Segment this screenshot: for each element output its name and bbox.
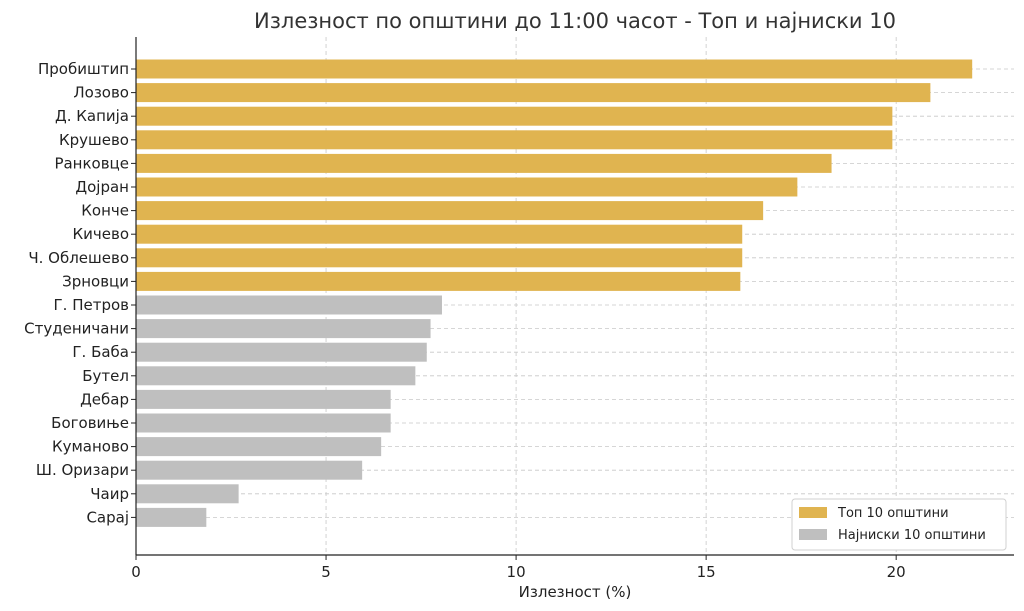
bar bbox=[136, 83, 931, 103]
bar bbox=[136, 271, 741, 291]
bar bbox=[136, 413, 391, 433]
bar bbox=[136, 177, 798, 197]
category-label: Ш. Оризари bbox=[36, 461, 129, 479]
category-label: Студеничани bbox=[24, 320, 129, 338]
category-label: Дојран bbox=[75, 178, 129, 196]
x-tick-label: 5 bbox=[321, 563, 331, 581]
category-label: Бутел bbox=[82, 367, 129, 385]
category-label: Крушево bbox=[59, 131, 129, 149]
category-label: Конче bbox=[81, 202, 129, 220]
bar bbox=[136, 389, 391, 409]
bar bbox=[136, 437, 382, 457]
x-tick-label: 20 bbox=[887, 563, 906, 581]
bar bbox=[136, 460, 363, 480]
category-label: Боговиње bbox=[51, 414, 129, 432]
x-tick-label: 0 bbox=[131, 563, 141, 581]
bar bbox=[136, 342, 427, 362]
bar bbox=[136, 366, 416, 386]
bar bbox=[136, 507, 207, 527]
category-labels: Пробиштип Лозово Д. Капија Крушево Ранковце Д… bbox=[24, 60, 136, 526]
axes bbox=[135, 37, 1014, 556]
bar bbox=[136, 484, 239, 504]
category-label: Ч. Облешево bbox=[28, 249, 129, 267]
legend-swatch-top10 bbox=[799, 507, 827, 518]
bar bbox=[136, 248, 743, 268]
category-label: Ранковце bbox=[54, 154, 129, 172]
bar bbox=[136, 201, 764, 221]
legend-swatch-bottom10 bbox=[799, 529, 827, 540]
category-label: Г. Баба bbox=[72, 343, 129, 361]
category-label: Дебар bbox=[80, 390, 129, 408]
x-tick-label: 10 bbox=[507, 563, 526, 581]
category-label: Д. Капија bbox=[55, 107, 129, 125]
bars bbox=[136, 59, 973, 527]
legend-label-top10: Топ 10 општини bbox=[837, 506, 949, 521]
bar bbox=[136, 224, 743, 244]
bar bbox=[136, 106, 893, 126]
legend: Топ 10 општини Најниски 10 општини bbox=[791, 498, 1007, 551]
category-label: Сарај bbox=[86, 508, 129, 526]
category-label: Кичево bbox=[72, 225, 129, 243]
x-tick-label: 15 bbox=[697, 563, 716, 581]
category-label: Пробиштип bbox=[38, 60, 129, 78]
bar bbox=[136, 130, 893, 150]
x-axis-label: Излезност (%) bbox=[519, 583, 632, 601]
category-label: Лозово bbox=[73, 84, 129, 102]
bar bbox=[136, 153, 832, 173]
bar bbox=[136, 319, 431, 339]
bar bbox=[136, 59, 973, 79]
category-label: Куманово bbox=[52, 438, 129, 456]
legend-box bbox=[791, 498, 1007, 551]
x-tick-labels: 0 5 10 15 20 bbox=[131, 555, 906, 581]
category-label: Г. Петров bbox=[54, 296, 129, 314]
category-label: Чаир bbox=[90, 485, 129, 503]
bar bbox=[136, 295, 442, 315]
chart-title: Излезност по општини до 11:00 часот - То… bbox=[254, 9, 896, 33]
legend-label-bottom10: Најниски 10 општини bbox=[838, 528, 986, 543]
category-label: Зрновци bbox=[62, 272, 129, 290]
